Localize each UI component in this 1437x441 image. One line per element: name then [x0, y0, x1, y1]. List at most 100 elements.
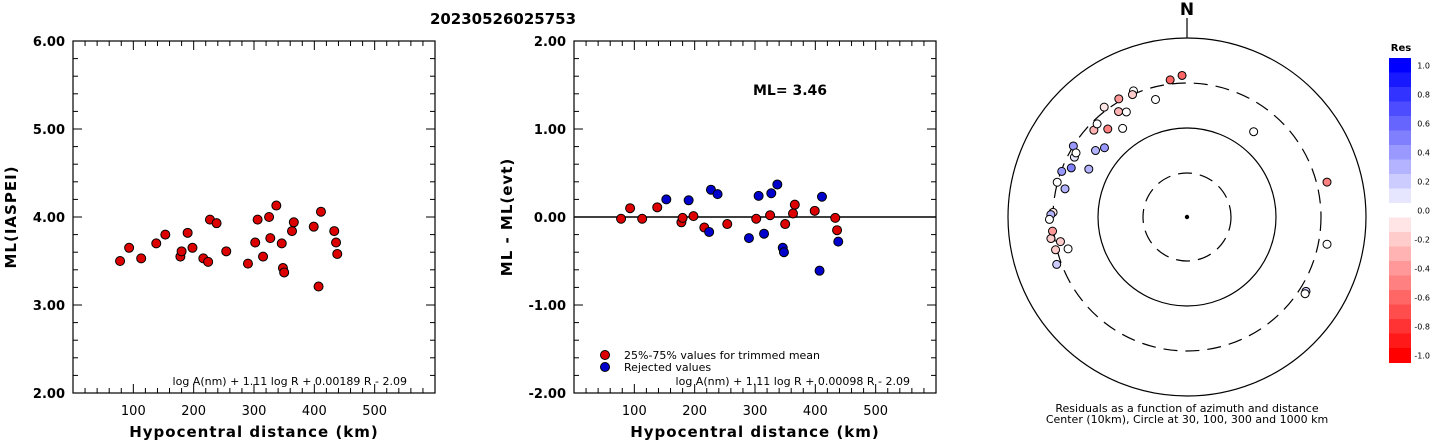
polar-residual-panel: N Residuals as a function of azimuth and… [1007, 0, 1367, 426]
left-data-point [160, 229, 171, 240]
middle-data-point [833, 236, 844, 247]
left-data-point [211, 218, 222, 229]
polar-station-point [1091, 146, 1101, 156]
polar-station-point [1051, 245, 1061, 255]
polar-station-point [1099, 143, 1109, 153]
polar-caption-line-2: Center (10km), Circle at 30, 100, 300 an… [1046, 413, 1328, 426]
colorbar-tick-label: -1.0 [1414, 351, 1430, 360]
colorbar-cell [1389, 333, 1411, 349]
middle-y-tick-label: -1.00 [529, 299, 566, 314]
middle-data-points [616, 179, 844, 276]
left-data-point [176, 246, 187, 257]
polar-station-point [1057, 166, 1067, 176]
middle-axis-ticks: 100 200 300 400 500 -2.00 -1.00 0.00 1.00 2.00 [529, 35, 936, 419]
left-data-point [276, 238, 287, 249]
left-x-tick-label: 100 [121, 404, 146, 419]
middle-x-tick-label: 500 [863, 404, 888, 419]
left-data-point [271, 200, 282, 211]
left-data-point [221, 246, 232, 257]
left-x-tick-label: 300 [242, 404, 267, 419]
polar-station-point [1044, 214, 1054, 224]
colorbar-cell [1389, 304, 1411, 320]
left-data-point [265, 233, 276, 244]
middle-formula: log A(nm) + 1.11 log R + 0.00098 R - 2.0… [676, 375, 910, 388]
event-id-title: 20230526025753 [430, 10, 576, 28]
polar-station-point [1052, 177, 1062, 187]
middle-y-axis-label: ML - ML(evt) [498, 158, 516, 276]
ring-100km [1097, 127, 1277, 307]
middle-data-point [743, 233, 754, 244]
left-y-tick-label: 3.00 [33, 299, 65, 314]
left-data-point [258, 251, 269, 262]
left-data-point [308, 221, 319, 232]
polar-station-point [1165, 75, 1175, 85]
colorbar-cell [1389, 188, 1411, 204]
north-label: N [1180, 0, 1194, 20]
polar-caption-line-1: Residuals as a function of azimuth and d… [1055, 402, 1318, 415]
middle-data-point [652, 202, 663, 213]
middle-data-point [677, 212, 688, 223]
left-data-point [288, 217, 299, 228]
colorbar-cell [1389, 174, 1411, 189]
colorbar-tick-label: 1.0 [1417, 61, 1430, 70]
left-x-tick-label: 200 [181, 404, 206, 419]
left-data-points [115, 200, 343, 292]
middle-data-point [712, 189, 723, 200]
polar-station-point [1084, 164, 1094, 174]
left-data-point [313, 281, 324, 292]
middle-data-point [688, 211, 699, 222]
middle-x-tick-label: 200 [682, 404, 707, 419]
middle-data-point [637, 213, 648, 224]
left-data-point [252, 214, 263, 225]
middle-data-point [704, 226, 715, 237]
left-data-point [182, 227, 193, 238]
middle-data-point [789, 199, 800, 210]
legend-marker-rejected [600, 362, 610, 372]
polar-station-point [1177, 70, 1187, 80]
colorbar-tick-label: 0.8 [1417, 90, 1430, 99]
colorbar-cell [1389, 217, 1411, 233]
polar-station-point [1300, 289, 1310, 299]
ml-annotation: ML= 3.46 [753, 83, 827, 99]
colorbar-tick-label: -0.8 [1414, 322, 1430, 331]
legend-label-trimmed-mean: 25%-75% values for trimmed mean [624, 349, 820, 362]
polar-station-point [1071, 148, 1081, 158]
left-x-axis-label: Hypocentral distance (km) [129, 423, 379, 441]
middle-data-point [766, 188, 777, 199]
colorbar-tick-label: 0.6 [1417, 119, 1430, 128]
left-axis-ticks: 100 200 300 400 500 2.00 3.00 4.00 5.00 6.00 [33, 35, 435, 419]
middle-x-axis-label: Hypocentral distance (km) [630, 423, 880, 441]
colorbar-tick-label: -0.2 [1414, 235, 1430, 244]
colorbar-tick-label: -0.4 [1414, 264, 1430, 273]
middle-x-tick-label: 100 [622, 404, 647, 419]
colorbar-labels: 1.0 0.8 0.6 0.4 0.2 0.0 -0.2 -0.4 -0.6 -0.8 -1.0 [1414, 61, 1430, 360]
colorbar-tick-label: 0.2 [1417, 177, 1430, 186]
polar-station-point [1048, 226, 1058, 236]
polar-station-point [1103, 124, 1113, 134]
colorbar-cell [1389, 145, 1411, 160]
middle-x-tick-label: 300 [743, 404, 768, 419]
polar-station-point [1121, 107, 1131, 117]
middle-data-point [625, 203, 636, 214]
residual-colorbar: Res 1.0 0.8 0.6 0.4 0.2 0.0 -0.2 -0.4 -0.6 -0.8 -1… [1389, 43, 1430, 363]
middle-data-point [816, 191, 827, 202]
colorbar-tick-label: 0.4 [1417, 148, 1430, 157]
left-data-point [187, 242, 198, 253]
left-formula: log A(nm) + 1.11 log R + 0.00189 R - 2.0… [173, 375, 407, 388]
colorbar-cell [1389, 319, 1411, 334]
polar-station-point [1060, 184, 1070, 194]
center-marker [1184, 214, 1190, 220]
middle-data-point [814, 265, 825, 276]
middle-data-point [661, 194, 672, 205]
polar-station-point [1322, 177, 1332, 187]
colorbar-cell [1389, 232, 1411, 247]
left-y-tick-label: 6.00 [33, 35, 65, 50]
middle-data-point [683, 195, 694, 206]
left-y-tick-label: 4.00 [33, 211, 65, 226]
polar-station-point [1063, 244, 1073, 254]
colorbar-cell [1389, 203, 1411, 218]
colorbar-cell [1389, 261, 1411, 276]
polar-station-point [1052, 259, 1062, 269]
polar-station-points [1044, 70, 1332, 299]
